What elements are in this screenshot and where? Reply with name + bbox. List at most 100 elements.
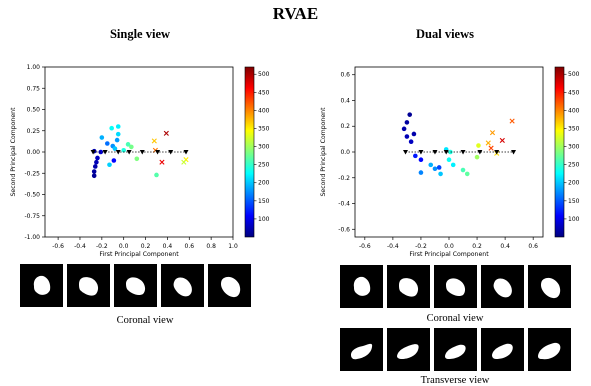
colorbar-tick-label: 300 [258,144,270,151]
x-tick-label: -0.6 [52,243,64,250]
data-point-cross [159,159,165,165]
data-point-cross [499,137,505,143]
colorbar-tick-label: 300 [568,144,580,151]
dual-coronal-thumbnail-3 [434,265,477,308]
data-point [401,126,407,132]
data-point [107,162,112,168]
shape-silhouette [126,277,146,296]
x-tick-label: 0.0 [119,243,129,250]
data-point-cross [181,159,187,165]
data-point [446,157,452,163]
data-point [407,112,413,117]
colorbar-tick-label: 400 [258,107,270,114]
data-point [154,172,159,178]
trajectory-marker [139,150,145,155]
data-point [99,135,105,140]
y-tick-label: 0.2 [340,123,350,130]
trajectory-marker [443,150,449,155]
shape-silhouette [353,276,371,296]
caption-single-coronal: Coronal view [116,315,174,326]
data-point [92,164,98,169]
x-tick-label: -0.6 [359,243,371,250]
y-tick-label: -1.00 [24,234,40,241]
y-axis-label: Second Principal Component [320,107,327,197]
trajectory-marker [183,150,189,155]
data-point-cross [488,145,494,151]
colorbar [244,66,255,238]
shape-silhouette [397,344,419,359]
shape-silhouette [445,344,466,359]
colorbar-tick-label: 150 [568,198,580,205]
x-tick-label: 0.6 [528,243,538,250]
colorbar-tick-label: 500 [258,71,270,78]
data-point [436,165,442,170]
single-coronal-thumbnail-3 [114,264,157,307]
x-tick-label: 0.2 [141,243,151,250]
trajectory-marker [126,150,132,155]
trajectory-marker [90,150,96,155]
dual-coronal-thumbnail-5 [528,265,571,308]
x-tick-label: 0.6 [185,243,195,250]
trajectory-marker [477,150,483,155]
colorbar [554,66,565,238]
data-point [404,134,410,139]
data-point [408,139,414,144]
dual-transverse-thumbnail-4 [481,328,524,371]
panel-title-dual: Dual views [416,27,474,41]
y-tick-label: 0.50 [27,107,41,114]
dual-coronal-thumbnail-2 [387,265,430,308]
trajectory-marker [155,150,161,155]
data-point [448,149,453,155]
data-point [134,156,140,162]
trajectory-marker [494,150,500,155]
trajectory-marker [168,150,174,155]
trajectory-marker [102,150,108,155]
x-tick-label: 0.4 [500,243,510,250]
x-tick-label: 1.0 [228,243,238,250]
y-tick-label: -0.75 [24,213,40,220]
single-coronal-thumbnail-2 [67,264,110,307]
data-point [91,173,97,179]
data-point [121,148,126,153]
data-point-cross [163,130,169,136]
y-tick-label: -0.25 [24,170,40,177]
x-axis-label: First Principal Component [409,251,489,258]
single-coronal-thumbnail-5 [208,264,251,307]
colorbar-tick-label: 150 [258,198,270,205]
single-coronal-thumbnail-4 [161,264,204,307]
thumbnail-strip-single-coronal [20,264,251,307]
data-point [411,131,417,137]
data-point [112,146,118,151]
data-point [464,171,470,177]
data-point [115,124,121,129]
data-point [91,169,97,174]
single-coronal-thumbnail-1 [20,264,63,307]
data-point [460,167,466,173]
data-point [125,142,131,147]
x-tick-label: 0.4 [163,243,173,250]
data-point [95,155,100,161]
shape-silhouette [446,278,466,297]
y-axis-label: Second Principal Component [10,107,17,197]
dual-coronal-thumbnail-1 [340,265,383,308]
caption-dual-transverse: Transverse view [420,375,490,386]
x-tick-label: 0.0 [444,243,454,250]
shape-silhouette [492,343,513,359]
shape-silhouette [493,278,512,298]
data-point [105,141,110,146]
y-tick-label: -0.50 [24,192,40,199]
data-point [428,162,434,168]
y-tick-label: -0.2 [338,175,350,182]
x-tick-label: 0.8 [206,243,216,250]
thumbnail-strip-dual-coronal [340,265,571,308]
x-tick-label: 0.2 [472,243,482,250]
data-point [418,170,424,175]
shape-silhouette [221,276,241,298]
data-point [450,162,456,168]
colorbar-tick-label: 250 [258,162,270,169]
caption-dual-coronal: Coronal view [426,313,484,324]
trajectory-marker [418,150,424,155]
x-axis-label: First Principal Component [99,251,179,258]
trajectory-marker [115,150,121,155]
colorbar-tick-label: 100 [568,216,580,223]
